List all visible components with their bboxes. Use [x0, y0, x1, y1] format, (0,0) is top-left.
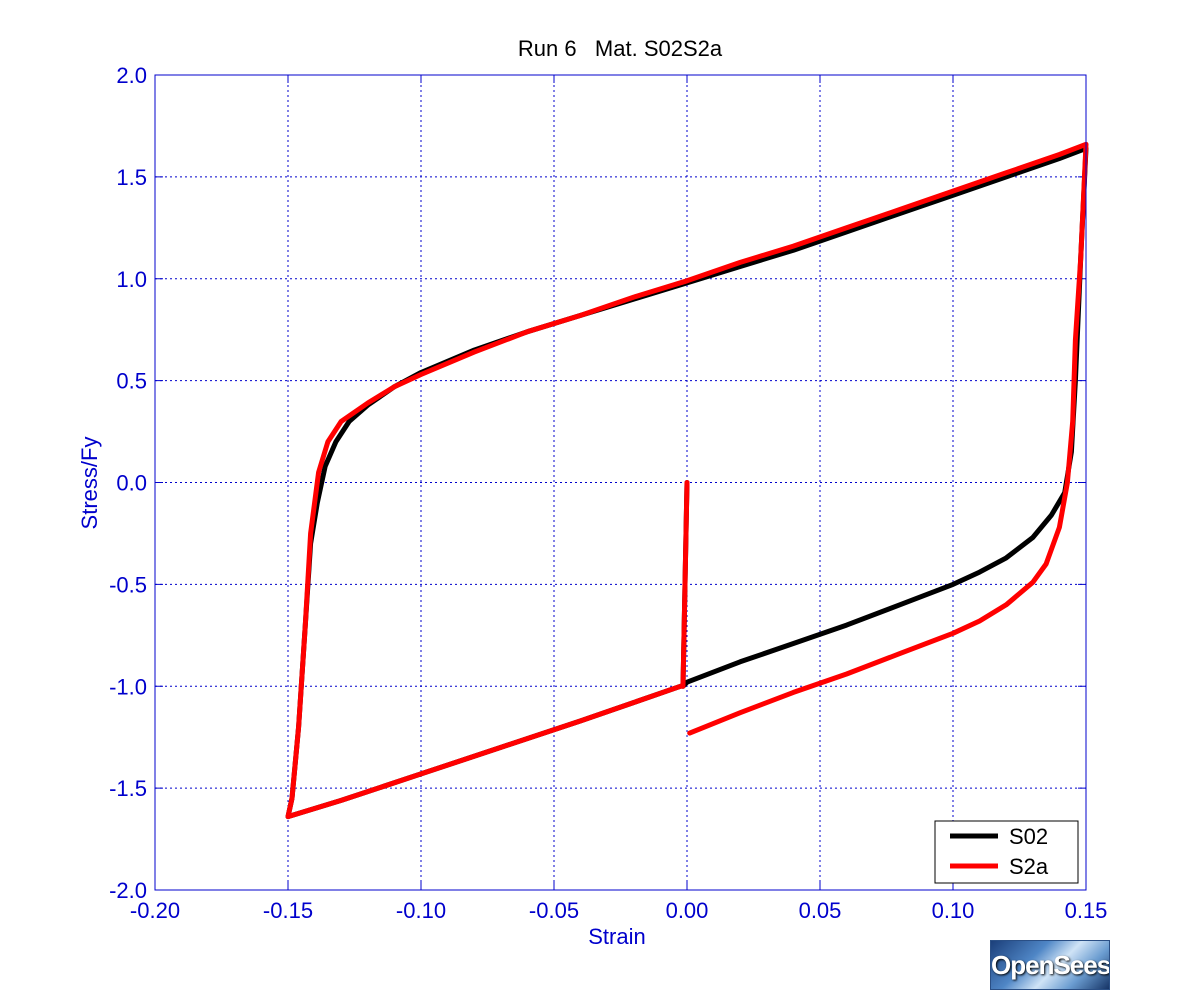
x-tick-label: 0.05	[799, 898, 842, 923]
x-tick-label: -0.20	[130, 898, 180, 923]
x-tick-label: 0.15	[1065, 898, 1108, 923]
x-tick-label: -0.05	[529, 898, 579, 923]
x-axis-label: Strain	[588, 924, 645, 949]
y-tick-label: 2.0	[116, 63, 147, 88]
legend: S02 S2a	[934, 820, 1079, 884]
y-axis-label: Stress/Fy	[77, 437, 102, 530]
x-tick-label: 0.00	[666, 898, 709, 923]
grid-lines	[155, 75, 1086, 890]
axis-ticks: -0.20 -0.15 -0.10 -0.05 0.00 0.05 0.10 0.15 2.0 1…	[109, 63, 1107, 923]
legend-box	[934, 820, 1079, 884]
y-tick-label: -1.0	[109, 674, 147, 699]
plot-frame	[154, 74, 1087, 891]
y-tick-label: 0.0	[116, 471, 147, 496]
y-tick-label: 1.0	[116, 267, 147, 292]
logo-text: OpenSees	[991, 950, 1110, 980]
y-tick-label: 1.5	[116, 165, 147, 190]
y-tick-label: -1.5	[109, 776, 147, 801]
legend-label-s02: S02	[1009, 824, 1048, 849]
series-line-s2a	[285, 141, 1089, 820]
y-tick-label: -0.5	[109, 572, 147, 597]
series-layer	[285, 141, 1089, 820]
y-tick-label: -2.0	[109, 878, 147, 903]
chart-title: Run 6 Mat. S02S2a	[518, 36, 723, 61]
x-tick-label: -0.10	[396, 898, 446, 923]
opensees-logo: OpenSees	[990, 940, 1110, 990]
x-tick-label: -0.15	[263, 898, 313, 923]
y-tick-label: 0.5	[116, 369, 147, 394]
x-tick-label: 0.10	[932, 898, 975, 923]
legend-label-s2a: S2a	[1009, 854, 1049, 879]
